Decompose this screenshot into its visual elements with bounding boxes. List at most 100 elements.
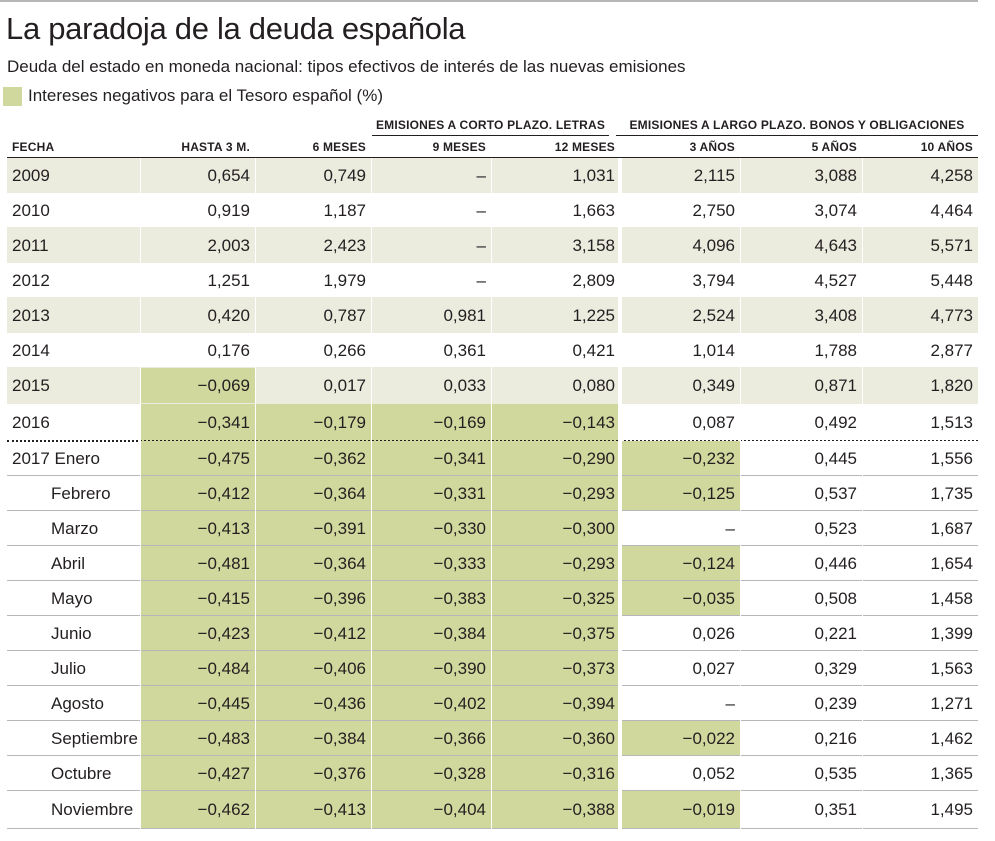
row-label: Agosto bbox=[51, 693, 104, 713]
data-cell: −0,022 bbox=[620, 721, 740, 756]
column-rule bbox=[862, 158, 863, 829]
data-cell: −0,373 bbox=[491, 651, 620, 686]
table-row: 2015 −0,069 0,017 0,033 0,080 0,349 0,871 1,820 bbox=[7, 368, 978, 404]
row-label: Mayo bbox=[51, 588, 93, 608]
data-cell: −0,331 bbox=[371, 476, 491, 511]
data-cell: 1,735 bbox=[862, 476, 978, 511]
data-cell: 0,052 bbox=[620, 756, 740, 791]
row-label: Julio bbox=[51, 658, 86, 678]
data-cell: −0,035 bbox=[620, 581, 740, 616]
row-label: 2016 bbox=[12, 412, 50, 432]
data-cell: 0,787 bbox=[323, 305, 366, 325]
data-cell: 3,794 bbox=[620, 263, 740, 298]
data-cell: 4,464 bbox=[862, 193, 978, 228]
row-rule bbox=[7, 297, 978, 298]
data-cell: 1,495 bbox=[862, 791, 978, 829]
data-cell: 0,080 bbox=[572, 376, 615, 395]
row-rule bbox=[7, 262, 978, 263]
column-rule bbox=[371, 158, 372, 829]
table-row: Agosto −0,445 −0,436 −0,402 −0,394–0,239 1,27… bbox=[7, 686, 978, 721]
data-cell: 3,408 bbox=[814, 305, 857, 325]
group-header-short-term: EMISIONES A CORTO PLAZO. LETRAS bbox=[372, 114, 609, 136]
data-cell: 0,176 bbox=[140, 333, 255, 368]
data-cell: −0,364 bbox=[255, 546, 371, 581]
data-cell: – bbox=[620, 511, 740, 546]
data-cell: 1,563 bbox=[862, 651, 978, 686]
row-rule bbox=[7, 790, 978, 791]
data-cell: −0,412 bbox=[255, 616, 371, 651]
data-cell: −0,364 bbox=[255, 476, 371, 511]
row-label: Marzo bbox=[51, 518, 99, 538]
data-cell: −0,362 bbox=[255, 441, 371, 476]
column-rule bbox=[140, 158, 141, 829]
data-cell: 0,492 bbox=[740, 404, 862, 441]
data-cell: −0,328 bbox=[371, 756, 491, 791]
row-label: 2017 Enero bbox=[12, 448, 100, 468]
data-cell: 2,115 bbox=[693, 165, 735, 185]
header-rule bbox=[7, 157, 978, 158]
data-cell: −0,396 bbox=[255, 581, 371, 616]
data-cell: 0,216 bbox=[740, 721, 862, 756]
data-cell: 5,571 bbox=[930, 235, 973, 255]
header-row: FECHA HASTA 3 M. 6 MESES 9 MESES 12 MESES 3 A… bbox=[7, 137, 978, 157]
row-rule bbox=[7, 367, 978, 368]
data-cell: 0,349 bbox=[692, 376, 735, 395]
data-cell: −0,341 bbox=[140, 404, 255, 441]
data-cell: 0,351 bbox=[740, 791, 862, 829]
data-cell: −0,293 bbox=[491, 546, 620, 581]
data-cell: −0,413 bbox=[140, 511, 255, 546]
data-cell: 1,462 bbox=[862, 721, 978, 756]
data-cell: 1,225 bbox=[572, 305, 615, 325]
data-cell: −0,412 bbox=[140, 476, 255, 511]
data-cell: −0,481 bbox=[140, 546, 255, 581]
data-cell: 4,096 bbox=[692, 235, 735, 255]
data-cell: 0,420 bbox=[207, 305, 250, 325]
data-cell: – bbox=[371, 193, 491, 228]
data-cell: 3,088 bbox=[814, 165, 857, 185]
data-cell: −0,390 bbox=[371, 651, 491, 686]
data-cell: 0,981 bbox=[443, 305, 486, 325]
data-cell: 1,654 bbox=[862, 546, 978, 581]
data-cell: 1,979 bbox=[255, 263, 371, 298]
row-rule bbox=[7, 615, 978, 616]
data-cell: 2,423 bbox=[323, 235, 366, 255]
group-gap bbox=[618, 158, 622, 829]
row-rule bbox=[7, 475, 978, 476]
data-cell: −0,445 bbox=[140, 686, 255, 721]
data-cell: 0,871 bbox=[814, 376, 857, 395]
data-cell: −0,376 bbox=[255, 756, 371, 791]
data-cell: −0,483 bbox=[140, 721, 255, 756]
column-rule bbox=[255, 158, 256, 829]
row-label: 2013 bbox=[12, 305, 50, 325]
data-cell: −0,019 bbox=[620, 791, 740, 829]
data-cell: −0,384 bbox=[255, 721, 371, 756]
data-cell: −0,290 bbox=[491, 441, 620, 476]
table-row: Febrero −0,412 −0,364 −0,331 −0,293 −0,125 0,5… bbox=[7, 476, 978, 511]
data-cell: −0,300 bbox=[491, 511, 620, 546]
column-header-3-anos: 3 AÑOS bbox=[689, 140, 735, 154]
data-cell: 1,513 bbox=[862, 404, 978, 441]
row-label: Junio bbox=[51, 623, 92, 643]
data-cell: 1,014 bbox=[620, 333, 740, 368]
data-cell: 2,524 bbox=[692, 305, 735, 325]
row-label: Octubre bbox=[51, 763, 112, 783]
data-cell: 0,239 bbox=[740, 686, 862, 721]
row-rule bbox=[7, 828, 978, 829]
data-cell: 3,074 bbox=[740, 193, 862, 228]
data-cell: 3,158 bbox=[572, 235, 615, 255]
data-cell: 1,663 bbox=[491, 193, 620, 228]
data-cell: −0,475 bbox=[140, 441, 255, 476]
data-cell: 5,448 bbox=[862, 263, 978, 298]
row-rule bbox=[7, 755, 978, 756]
chart-title: La paradoja de la deuda española bbox=[6, 11, 466, 46]
data-cell: – bbox=[371, 263, 491, 298]
data-cell: 0,537 bbox=[740, 476, 862, 511]
column-header-5-anos: 5 AÑOS bbox=[811, 140, 857, 154]
row-rule bbox=[7, 685, 978, 686]
legend-swatch bbox=[3, 86, 22, 106]
data-cell: 1,458 bbox=[862, 581, 978, 616]
data-cell: – bbox=[476, 165, 486, 185]
data-cell: 1,365 bbox=[862, 756, 978, 791]
legend: Intereses negativos para el Tesoro españ… bbox=[3, 86, 383, 106]
table-row: Septiembre −0,483 −0,384 −0,366 −0,360 −0,022… bbox=[7, 721, 978, 756]
